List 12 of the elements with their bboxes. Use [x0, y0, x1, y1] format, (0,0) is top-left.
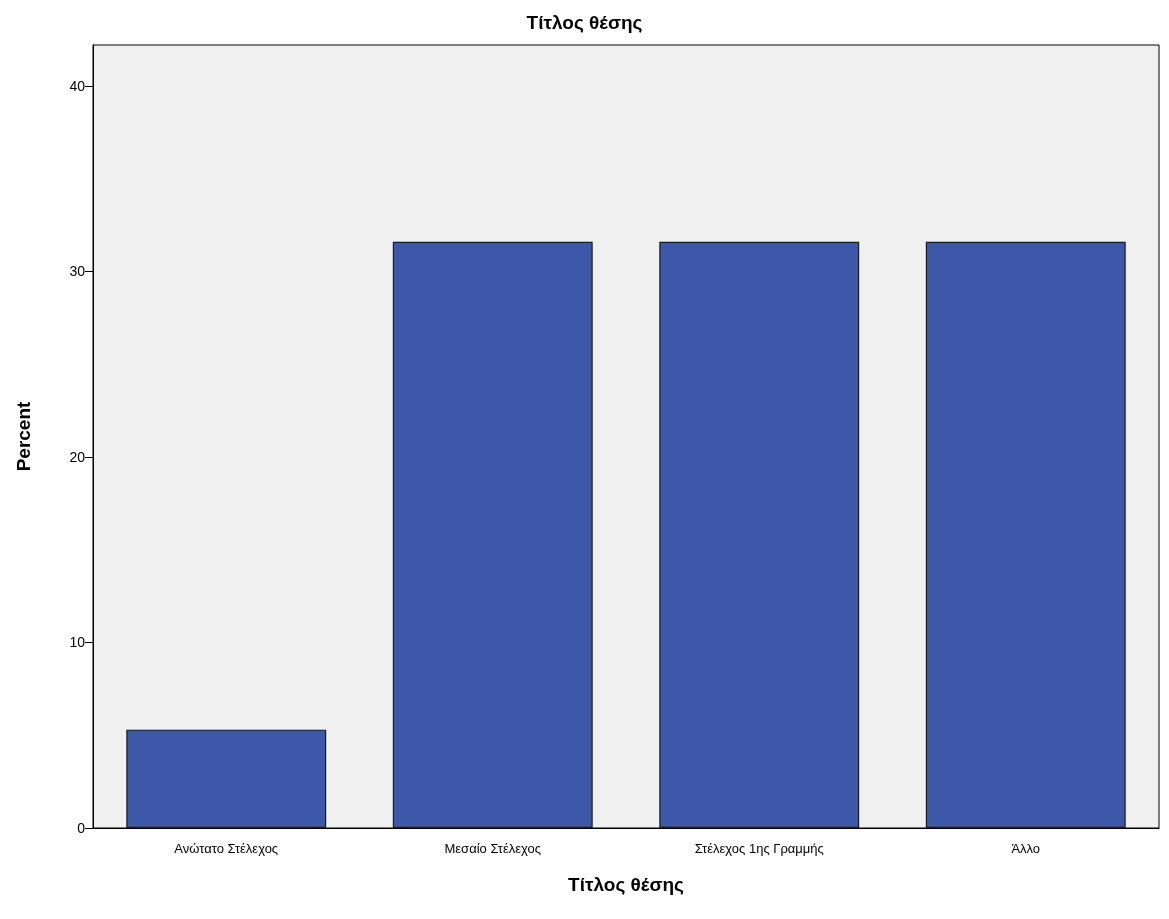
y-tick-label: 30 — [69, 263, 86, 280]
chart-title: Τίτλος θέσης — [526, 12, 643, 33]
y-tick-label: 40 — [69, 77, 86, 94]
y-tick-label: 20 — [69, 448, 86, 465]
x-tick-label: Ανώτατο Στέλεχος — [174, 841, 279, 856]
y-axis-title: Percent — [13, 400, 34, 472]
x-tick-label: Στέλεχος 1ης Γραμμής — [694, 841, 824, 856]
x-tick-label: Άλλο — [1011, 841, 1041, 856]
y-tick-label: 10 — [69, 634, 86, 651]
x-tick-label: Μεσαίο Στέλεχος — [444, 841, 542, 856]
y-tick-label: 0 — [77, 820, 86, 836]
x-axis-title: Τίτλος θέσης — [568, 874, 685, 895]
